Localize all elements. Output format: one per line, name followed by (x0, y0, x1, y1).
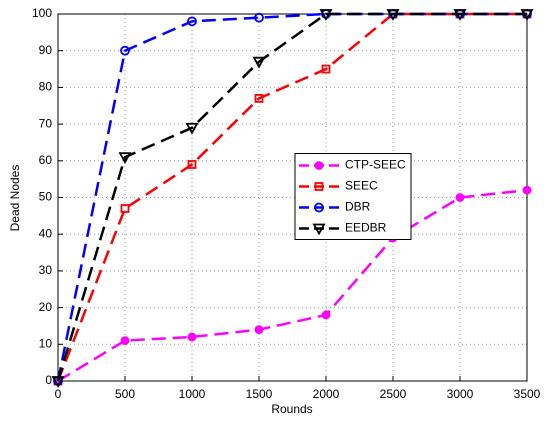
marker (312, 223, 326, 236)
legend-label: SEEC (345, 179, 378, 193)
marker (522, 185, 532, 195)
marker (185, 122, 199, 135)
marker (254, 94, 264, 103)
marker (120, 336, 130, 346)
series-line (56, 12, 527, 382)
x-tick-label: 2500 (380, 387, 407, 401)
y-tick-label: 20 (39, 300, 53, 314)
y-tick-label: 80 (39, 80, 53, 94)
y-tick-label: 30 (39, 263, 53, 277)
marker (187, 332, 197, 342)
y-tick-label: 50 (39, 190, 53, 204)
marker (187, 16, 197, 27)
y-tick-label: 40 (39, 226, 53, 240)
marker (120, 45, 130, 56)
x-tick-label: 3000 (447, 387, 474, 401)
x-axis-label: Rounds (271, 402, 312, 416)
marker (319, 9, 333, 21)
x-tick-label: 2000 (313, 387, 340, 401)
x-tick-label: 1000 (179, 387, 206, 401)
marker (321, 64, 331, 74)
x-tick-label: 500 (115, 387, 135, 401)
x-tick-label: 1500 (246, 387, 273, 401)
marker (314, 182, 324, 191)
plot-area (58, 14, 527, 381)
legend-label: CTP-SEEC (345, 158, 406, 172)
marker (321, 310, 331, 320)
y-tick-label: 0 (45, 373, 52, 387)
legend: CTP-SEEC SEEC DBR EEDBR (294, 153, 412, 240)
series-line (57, 188, 528, 383)
marker (520, 9, 534, 21)
marker (453, 9, 467, 21)
marker (386, 9, 400, 21)
marker (187, 160, 197, 169)
series-line (56, 12, 527, 382)
plot-frame (57, 13, 528, 382)
x-tick-label: 0 (55, 387, 62, 401)
marker (455, 193, 465, 202)
marker (254, 325, 264, 335)
marker (51, 376, 65, 388)
y-tick-label: 70 (39, 116, 53, 130)
legend-label: EEDBR (345, 221, 387, 235)
marker (252, 56, 266, 69)
y-tick-label: 100 (32, 6, 52, 20)
marker (120, 204, 130, 213)
y-tick-label: 10 (39, 336, 53, 350)
marker (314, 202, 324, 213)
legend-label: DBR (345, 200, 371, 214)
marker (254, 12, 264, 23)
marker (314, 161, 324, 170)
y-tick-label: 60 (39, 153, 53, 167)
marker (118, 152, 132, 164)
x-tick-label: 3500 (514, 387, 541, 401)
y-tick-label: 90 (39, 43, 53, 57)
series-line (56, 12, 527, 382)
y-axis-label: Dead Nodes (8, 165, 22, 232)
